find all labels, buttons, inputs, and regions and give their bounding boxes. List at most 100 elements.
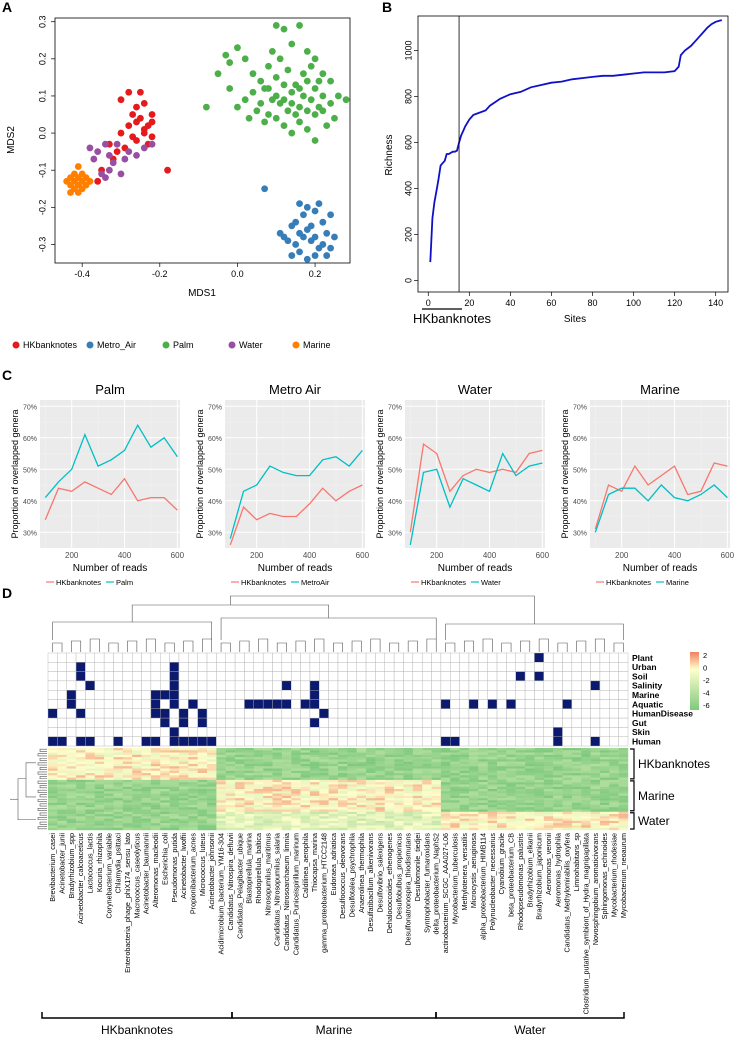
heatmap-cell bbox=[244, 816, 255, 819]
heatmap-cell bbox=[366, 757, 376, 760]
heatmap-cell bbox=[94, 770, 105, 774]
panel-b-richness: Sites Richness HKbanknotes 0 20 40 60 80 100 1… bbox=[384, 15, 729, 326]
dendrogram-branch bbox=[39, 767, 47, 770]
heatmap-cell bbox=[319, 748, 329, 751]
heatmap-cell bbox=[525, 814, 535, 817]
heatmap-cell bbox=[253, 820, 264, 824]
heatmap-cell bbox=[403, 754, 414, 758]
heatmap-cell bbox=[235, 809, 245, 812]
annotation-cell bbox=[253, 708, 264, 719]
heatmap-cell bbox=[609, 770, 619, 774]
genus-label: Rhodopirellula_baltica bbox=[254, 833, 263, 904]
genus-label: Candidatus_Puniceispirillum_marinum bbox=[291, 833, 300, 955]
heatmap-cell bbox=[300, 770, 311, 774]
heatmap-cell bbox=[553, 823, 563, 826]
heatmap-cell bbox=[581, 770, 591, 774]
genus-label: Aeromonas_hydrophila bbox=[553, 833, 562, 907]
series-line-marine bbox=[594, 484, 728, 533]
heatmap-cell bbox=[450, 795, 460, 799]
heatmap-cell bbox=[506, 752, 516, 756]
annotation-cell bbox=[160, 671, 170, 682]
heatmap-cell bbox=[66, 809, 77, 812]
heatmap-cell bbox=[599, 754, 610, 758]
heatmap-cell bbox=[150, 827, 161, 831]
heatmap-cell bbox=[104, 763, 114, 767]
heatmap-cell bbox=[113, 770, 124, 774]
heatmap-cell bbox=[412, 825, 423, 828]
heatmap-cell bbox=[66, 816, 77, 819]
heatmap-cell bbox=[394, 795, 404, 799]
heatmap-cell bbox=[487, 775, 498, 778]
plot-background bbox=[40, 400, 180, 548]
annotation-cell bbox=[131, 717, 142, 728]
heatmap-cell bbox=[571, 804, 582, 808]
heatmap-cell bbox=[515, 775, 526, 778]
heatmap-cell bbox=[104, 827, 114, 831]
heatmap-cell bbox=[487, 773, 498, 776]
heatmap-cell bbox=[571, 816, 582, 819]
heatmap-cell bbox=[422, 761, 432, 765]
heatmap-cell bbox=[66, 766, 77, 769]
heatmap-cell bbox=[253, 777, 264, 781]
heatmap-cell bbox=[497, 770, 507, 774]
heatmap-cell bbox=[253, 802, 264, 806]
heatmap-cell bbox=[319, 779, 329, 783]
annotation-cell bbox=[506, 736, 516, 747]
heatmap-cell bbox=[225, 773, 236, 776]
heatmap-cell bbox=[272, 782, 283, 785]
annotation-cell-on bbox=[515, 671, 526, 682]
genus-label: Bradyrhizobium_japonicum bbox=[535, 833, 544, 920]
heatmap-cell bbox=[113, 748, 124, 751]
heatmap-cell bbox=[525, 820, 535, 824]
heatmap-cell bbox=[525, 798, 535, 801]
legend-label: Water bbox=[239, 340, 263, 350]
heatmap-cell bbox=[94, 750, 105, 753]
heatmap-cell bbox=[197, 800, 208, 803]
annotation-cell bbox=[206, 690, 217, 700]
annotation-cell bbox=[122, 662, 133, 672]
heatmap-cell bbox=[515, 786, 526, 790]
heatmap-cell bbox=[150, 793, 161, 797]
heatmap-cell bbox=[459, 802, 470, 806]
heatmap-cell bbox=[141, 752, 152, 756]
heatmap-cell bbox=[609, 759, 619, 762]
heatmap-cell bbox=[94, 825, 105, 828]
annotation-cell bbox=[393, 727, 404, 737]
annotation-cell bbox=[291, 671, 301, 682]
heatmap-cell bbox=[150, 811, 161, 815]
heatmap-cell bbox=[599, 823, 610, 826]
heatmap-cell bbox=[422, 802, 432, 806]
genus-label: alpha_proteobacterium_HIMB114 bbox=[479, 833, 488, 940]
heatmap-cell bbox=[178, 807, 189, 810]
heatmap-cell bbox=[197, 827, 208, 831]
heatmap-cell bbox=[150, 795, 161, 799]
heatmap-cell bbox=[618, 757, 629, 760]
annotation-cell bbox=[412, 708, 423, 719]
heatmap-cell bbox=[356, 811, 367, 815]
heatmap-cell bbox=[216, 802, 226, 806]
heatmap-cell bbox=[85, 748, 95, 751]
heatmap-cell bbox=[581, 761, 591, 765]
heatmap-cell bbox=[375, 777, 385, 781]
heatmap-cell bbox=[76, 802, 86, 806]
heatmap-cell bbox=[384, 763, 395, 767]
dendrogram-branch bbox=[295, 640, 306, 652]
heatmap-cell bbox=[450, 804, 460, 808]
heatmap-cell bbox=[309, 789, 320, 792]
annotation-cell bbox=[478, 736, 488, 747]
scatter-point-palm bbox=[300, 92, 307, 100]
annotation-cell bbox=[206, 699, 217, 710]
heatmap-cell bbox=[403, 800, 414, 803]
heatmap-cell bbox=[216, 784, 226, 787]
genus-label: Acinetobacter_lwoffii bbox=[179, 833, 188, 899]
heatmap-cell bbox=[403, 814, 414, 817]
heatmap-cell bbox=[487, 757, 498, 760]
heatmap-cell bbox=[338, 754, 348, 758]
heatmap-cell bbox=[618, 752, 629, 756]
annotation-cell bbox=[85, 699, 95, 710]
annotation-cell bbox=[337, 717, 348, 728]
heatmap-cell bbox=[328, 773, 339, 776]
heatmap-cell bbox=[581, 789, 591, 792]
y-axis-label: Proportion of overlapped genera bbox=[10, 409, 20, 538]
